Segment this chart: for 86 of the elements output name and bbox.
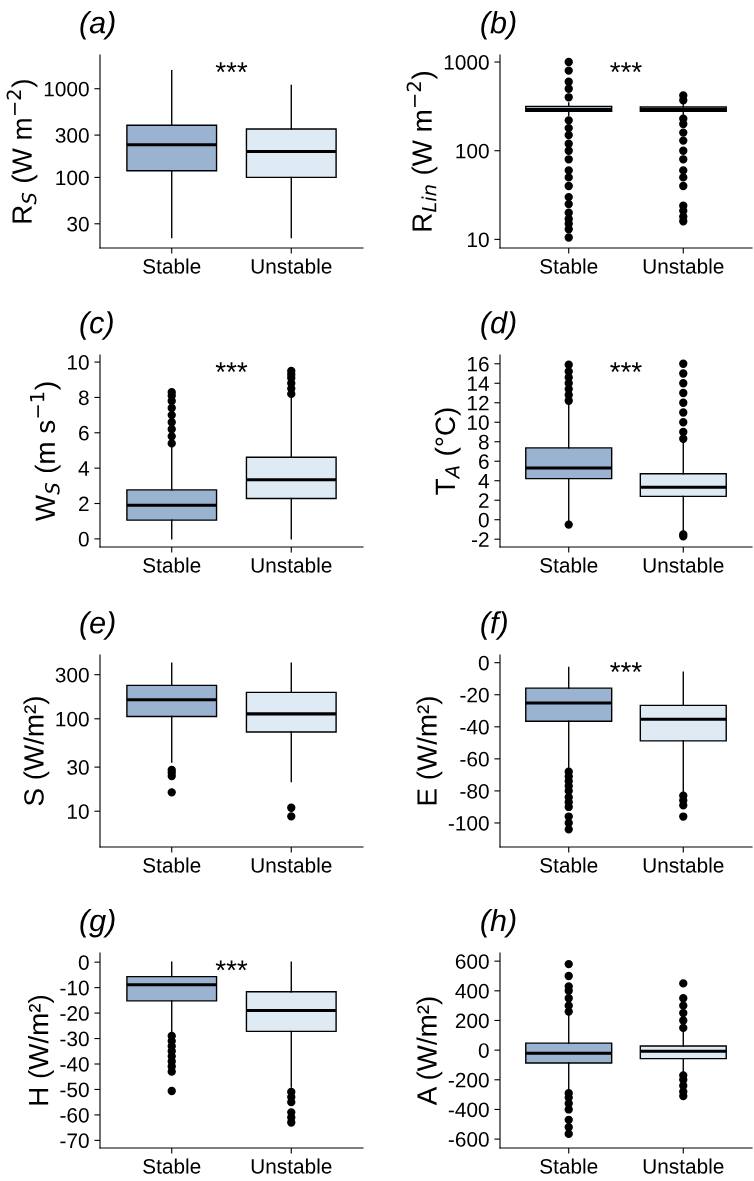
x-tick-label: Stable (540, 557, 598, 573)
y-axis-title: E (W/m²) (416, 697, 443, 805)
y-tick-label: 300 (55, 667, 89, 683)
y-tick-label: 0 (78, 531, 89, 547)
chart-title: (a) (80, 11, 115, 40)
y-tick-label: 30 (67, 216, 89, 232)
y-tick-label: -20 (460, 687, 489, 703)
y-tick-label: 0 (78, 955, 89, 970)
x-tick-label: Unstable (643, 857, 724, 873)
chart-title: (c) (80, 311, 113, 340)
y-tick-label: -400 (448, 1102, 489, 1118)
y-tick-label: 100 (456, 143, 489, 159)
y-tick-label: 300 (55, 128, 89, 143)
y-tick-label: 2 (79, 496, 89, 512)
x-tick-label: Stable (143, 1158, 201, 1174)
x-tick-label: Stable (143, 258, 201, 274)
y-axis-title: S (W/m²) (23, 697, 50, 806)
x-tick-label: Unstable (251, 1158, 332, 1174)
y-tick-label: 4 (478, 473, 489, 489)
chart-title: (e) (80, 611, 115, 640)
y-tick-label: 2 (479, 493, 489, 508)
y-tick-label: 100 (56, 170, 89, 186)
y-tick-label: -70 (60, 1133, 89, 1149)
y-tick-label: 6 (479, 454, 489, 469)
x-tick-label: Unstable (251, 258, 332, 274)
annotation: *** (215, 960, 248, 971)
x-tick-label: Stable (143, 857, 201, 873)
x-tick-label: Unstable (643, 1158, 724, 1174)
y-tick-label: 0 (478, 655, 489, 671)
x-tick-label: Stable (540, 857, 598, 873)
y-axis-title: R$_{S}$ (W m$^{−2}$) (6, 80, 38, 223)
y-tick-label: 1000 (44, 81, 89, 97)
x-tick-label: Unstable (251, 857, 332, 873)
y-tick-label: -100 (448, 815, 489, 831)
y-tick-label: 16 (468, 356, 489, 372)
y-tick-label: -600 (448, 1132, 489, 1147)
y-tick-label: -60 (60, 1107, 89, 1123)
y-tick-label: -60 (460, 751, 489, 767)
y-tick-label: 10 (68, 804, 89, 819)
y-tick-label: 8 (478, 434, 489, 450)
annotation: *** (610, 62, 642, 73)
y-tick-label: 8 (78, 390, 89, 406)
y-axis-title: R$_{Lin}$ (W m$^{−2}$) (406, 71, 438, 231)
y-tick-label: 100 (56, 711, 89, 727)
x-tick-label: Unstable (643, 557, 724, 573)
x-tick-label: Stable (143, 557, 201, 573)
x-tick-label: Stable (540, 258, 598, 274)
y-tick-label: 1000 (444, 55, 489, 70)
chart-title: (d) (481, 311, 516, 340)
chart-title: (f) (481, 611, 507, 640)
y-tick-label: 12 (468, 395, 489, 411)
y-tick-label: 10 (468, 415, 489, 430)
y-tick-label: 400 (455, 983, 489, 999)
chart-title: (h) (481, 908, 516, 938)
y-tick-label: 30 (67, 760, 89, 775)
y-tick-label: 4 (78, 461, 89, 476)
y-tick-label: 0 (478, 1043, 489, 1058)
y-axis-title: T$_{A}$ (°C) (434, 408, 461, 495)
y-axis-title: A (W/m²) (416, 997, 443, 1106)
y-axis-title: H (W/m²) (28, 995, 54, 1105)
x-tick-label: Stable (540, 1158, 598, 1174)
y-tick-label: -50 (60, 1082, 89, 1098)
y-tick-label: -200 (448, 1072, 489, 1088)
annotation: *** (215, 362, 248, 373)
chart-title: (g) (80, 908, 115, 938)
y-tick-label: -10 (60, 980, 89, 996)
annotation: *** (610, 662, 642, 673)
y-tick-label: -20 (60, 1006, 89, 1021)
y-tick-label: 10 (468, 232, 489, 248)
y-axis-title: W$_{S}$ (m s$^{−1}$) (30, 382, 61, 522)
y-tick-label: 0 (478, 512, 489, 528)
y-tick-label: 200 (455, 1013, 489, 1029)
y-tick-label: -40 (460, 719, 489, 735)
y-tick-label: -2 (471, 532, 489, 547)
y-tick-label: 6 (79, 425, 89, 441)
y-tick-label: -40 (60, 1056, 89, 1072)
chart-title: (b) (481, 11, 516, 40)
annotation: *** (610, 362, 642, 373)
y-tick-label: -30 (60, 1031, 89, 1047)
y-tick-label: 14 (468, 376, 489, 391)
annotation: *** (215, 62, 248, 73)
x-tick-label: Unstable (251, 557, 332, 573)
x-tick-label: Unstable (643, 258, 724, 274)
y-tick-label: 600 (455, 954, 489, 969)
y-tick-label: 10 (68, 355, 89, 370)
y-tick-label: -80 (460, 783, 489, 799)
